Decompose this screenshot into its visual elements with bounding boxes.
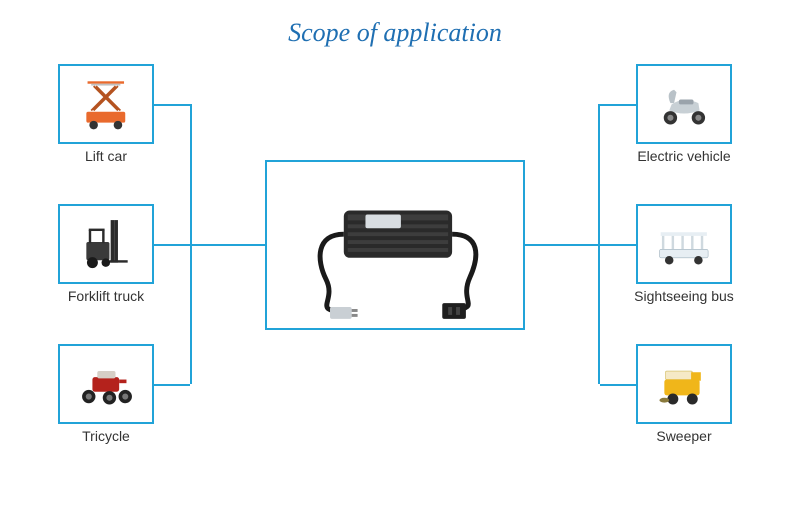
sightseeing-bus-icon — [647, 214, 721, 275]
item-box-scooter — [636, 64, 732, 144]
connector-line — [600, 244, 636, 246]
tricycle-icon — [69, 354, 143, 415]
lift-car-icon — [69, 74, 143, 135]
item-label: Lift car — [41, 148, 171, 164]
item-box-lift-car — [58, 64, 154, 144]
scooter-icon — [647, 74, 721, 135]
item-box-sightseeing-bus — [636, 204, 732, 284]
center-box-charger — [265, 160, 525, 330]
item-box-sweeper — [636, 344, 732, 424]
item-label: Electric vehicle — [619, 148, 749, 164]
connector-line — [190, 244, 265, 246]
connector-line — [525, 244, 600, 246]
item-label: Sightseeing bus — [619, 288, 749, 304]
item-label: Sweeper — [619, 428, 749, 444]
connector-line — [154, 104, 190, 106]
item-box-forklift — [58, 204, 154, 284]
item-label: Tricycle — [41, 428, 171, 444]
page-title: Scope of application — [288, 18, 502, 48]
charger-icon — [267, 160, 523, 330]
connector-line — [154, 244, 190, 246]
forklift-icon — [69, 214, 143, 275]
connector-line — [600, 384, 636, 386]
item-label: Forklift truck — [41, 288, 171, 304]
item-box-tricycle — [58, 344, 154, 424]
connector-line — [600, 104, 636, 106]
sweeper-icon — [647, 354, 721, 415]
connector-line — [154, 384, 190, 386]
